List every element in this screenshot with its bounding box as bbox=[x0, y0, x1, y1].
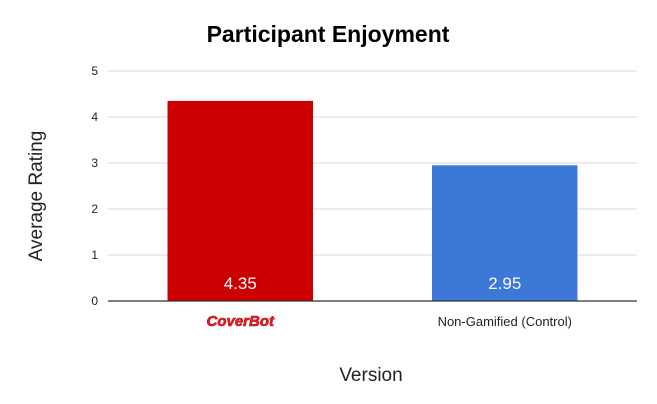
bars: 4.35 2.95 bbox=[167, 100, 578, 302]
y-axis-title: Average Rating bbox=[26, 131, 47, 262]
chart-title: Participant Enjoyment bbox=[207, 21, 450, 47]
y-tick-label: 5 bbox=[91, 64, 98, 78]
category-label: Non-Gamified (Control) bbox=[438, 314, 572, 329]
y-tick-label: 1 bbox=[91, 248, 98, 262]
bar bbox=[167, 100, 313, 302]
y-tick-label: 4 bbox=[91, 110, 98, 124]
x-axis-title: Version bbox=[339, 365, 402, 386]
data-label: 4.35 bbox=[224, 274, 257, 293]
y-tick-label: 0 bbox=[91, 294, 98, 308]
y-tick-label: 3 bbox=[91, 156, 98, 170]
y-tick-label: 2 bbox=[91, 202, 98, 216]
category-logo: CoverBot bbox=[206, 313, 275, 330]
y-axis-ticks: 0 1 2 3 4 5 bbox=[91, 64, 98, 308]
bar bbox=[432, 165, 578, 301]
x-axis-categories: CoverBot Non-Gamified (Control) bbox=[206, 313, 572, 331]
data-label: 2.95 bbox=[488, 274, 521, 293]
